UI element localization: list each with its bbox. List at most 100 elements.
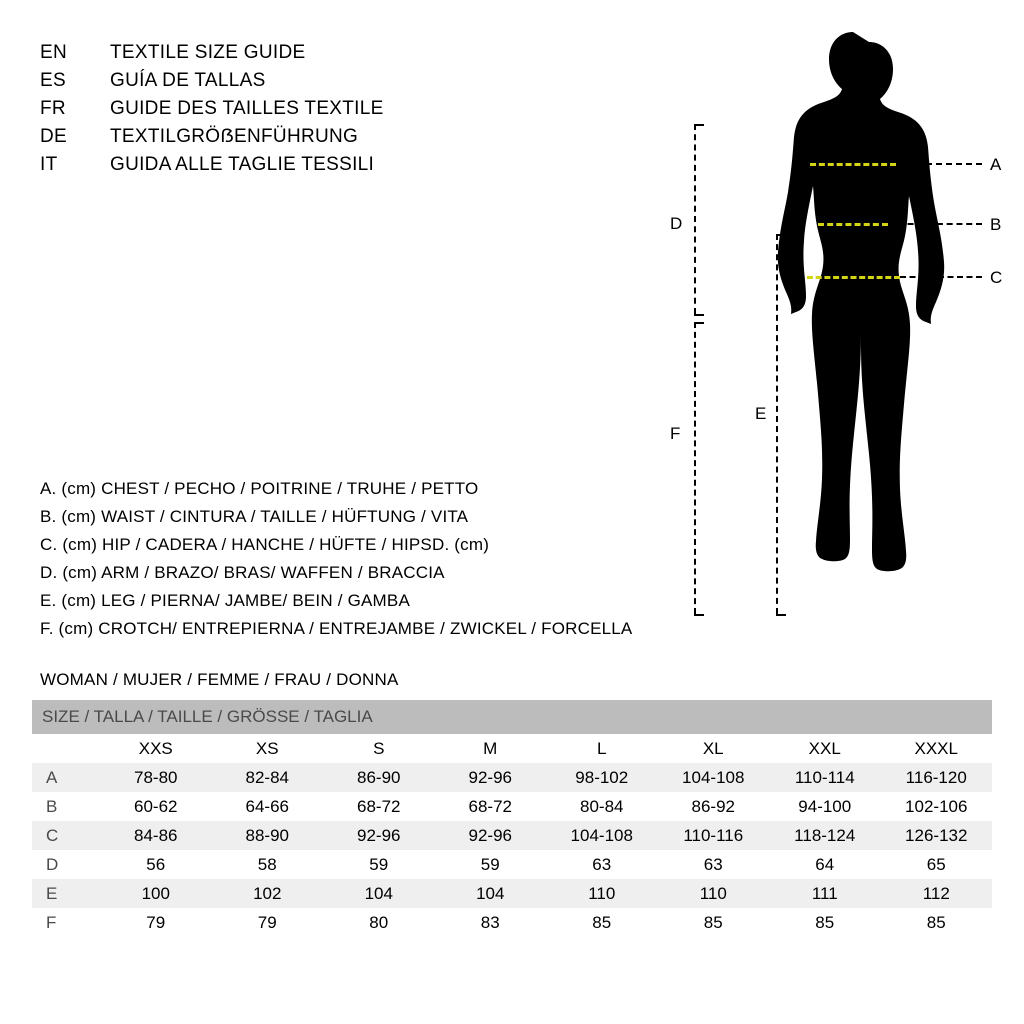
bracket-e-tick-bot: [776, 614, 786, 616]
annot-b: B: [990, 215, 1001, 235]
table-cell: 85: [546, 913, 658, 933]
title-row: EN TEXTILE SIZE GUIDE: [40, 42, 384, 64]
table-cell: 60-62: [100, 797, 212, 817]
table-cell: 79: [100, 913, 212, 933]
bracket-f-tick-top: [694, 322, 704, 324]
table-cell: 104-108: [546, 826, 658, 846]
table-cell: 82-84: [212, 768, 324, 788]
table-size-cell: XXXL: [881, 739, 993, 759]
table-cell: 78-80: [100, 768, 212, 788]
table-row-label: D: [32, 855, 100, 875]
table-row: C84-8688-9092-9692-96104-108110-116118-1…: [32, 821, 992, 850]
table-row: B60-6264-6668-7268-7280-8486-9294-100102…: [32, 792, 992, 821]
table-size-cell: XXS: [100, 739, 212, 759]
table-size-cell: L: [546, 739, 658, 759]
annot-f: F: [670, 424, 680, 444]
table-cell: 63: [658, 855, 770, 875]
body-figure: A B C D E F: [600, 24, 1000, 644]
table-cell: 83: [435, 913, 547, 933]
annot-e: E: [755, 404, 766, 424]
table-cell: 88-90: [212, 826, 324, 846]
table-row: E100102104104110110111112: [32, 879, 992, 908]
title-row: ES GUÍA DE TALLAS: [40, 70, 384, 92]
table-sizes-row: . XXS XS S M L XL XXL XXXL: [32, 734, 992, 763]
legend-block: A. (cm) CHEST / PECHO / POITRINE / TRUHE…: [40, 475, 632, 643]
table-size-cell: XS: [212, 739, 324, 759]
table-cell: 104: [323, 884, 435, 904]
table-row-label: F: [32, 913, 100, 933]
annot-a: A: [990, 155, 1001, 175]
title-text: TEXTILE SIZE GUIDE: [110, 42, 305, 64]
lead-line-c: [900, 276, 982, 278]
table-cell: 65: [881, 855, 993, 875]
title-text: GUIDA ALLE TAGLIE TESSILI: [110, 154, 374, 176]
table-cell: 111: [769, 884, 881, 904]
table-cell: 102: [212, 884, 324, 904]
table-row-label: A: [32, 768, 100, 788]
annot-c: C: [990, 268, 1002, 288]
legend-line: C. (cm) HIP / CADERA / HANCHE / HÜFTE / …: [40, 531, 632, 559]
table-cell: 59: [323, 855, 435, 875]
title-text: GUÍA DE TALLAS: [110, 70, 266, 92]
table-cell: 56: [100, 855, 212, 875]
table-cell: 58: [212, 855, 324, 875]
table-row: A78-8082-8486-9092-9698-102104-108110-11…: [32, 763, 992, 792]
table-cell: 100: [100, 884, 212, 904]
table-cell: 92-96: [435, 768, 547, 788]
table-cell: 59: [435, 855, 547, 875]
silhouette-icon: [600, 24, 1000, 644]
measure-line-c: [807, 276, 900, 279]
title-lang: IT: [40, 154, 110, 176]
title-text: TEXTILGRÖẞENFÜHRUNG: [110, 126, 358, 148]
table-row-label: E: [32, 884, 100, 904]
table-cell: 104: [435, 884, 547, 904]
table-size-cell: M: [435, 739, 547, 759]
table-cell: 85: [769, 913, 881, 933]
legend-line: F. (cm) CROTCH/ ENTREPIERNA / ENTREJAMBE…: [40, 615, 632, 643]
table-cell: 68-72: [323, 797, 435, 817]
table-cell: 80-84: [546, 797, 658, 817]
table-cell: 79: [212, 913, 324, 933]
table-cell: 94-100: [769, 797, 881, 817]
bracket-e: [776, 234, 778, 614]
bracket-d: [694, 124, 696, 314]
table-row: F7979808385858585: [32, 908, 992, 937]
table-cell: 126-132: [881, 826, 993, 846]
table-cell: 85: [658, 913, 770, 933]
legend-line: D. (cm) ARM / BRAZO/ BRAS/ WAFFEN / BRAC…: [40, 559, 632, 587]
table-cell: 110-116: [658, 826, 770, 846]
measure-line-b: [818, 223, 888, 226]
table-cell: 68-72: [435, 797, 547, 817]
legend-line: B. (cm) WAIST / CINTURA / TAILLE / HÜFTU…: [40, 503, 632, 531]
table-cell: 98-102: [546, 768, 658, 788]
title-lang: DE: [40, 126, 110, 148]
table-cell: 110-114: [769, 768, 881, 788]
title-row: IT GUIDA ALLE TAGLIE TESSILI: [40, 154, 384, 176]
title-block: EN TEXTILE SIZE GUIDE ES GUÍA DE TALLAS …: [40, 42, 384, 182]
table-cell: 110: [658, 884, 770, 904]
table-cell: 64-66: [212, 797, 324, 817]
table-cell: 80: [323, 913, 435, 933]
table-cell: 84-86: [100, 826, 212, 846]
table-cell: 86-90: [323, 768, 435, 788]
bracket-e-tick-top: [776, 234, 786, 236]
table-header: SIZE / TALLA / TAILLE / GRÖSSE / TAGLIA: [32, 700, 992, 734]
size-table: SIZE / TALLA / TAILLE / GRÖSSE / TAGLIA …: [32, 700, 992, 937]
table-cell: 64: [769, 855, 881, 875]
measure-line-a: [810, 163, 896, 166]
silhouette-path: [778, 32, 944, 571]
table-cell: 86-92: [658, 797, 770, 817]
table-size-cell: S: [323, 739, 435, 759]
bracket-d-tick-top: [694, 124, 704, 126]
woman-label: WOMAN / MUJER / FEMME / FRAU / DONNA: [40, 670, 399, 690]
table-row: D5658595963636465: [32, 850, 992, 879]
lead-line-a: [896, 163, 982, 165]
title-row: FR GUIDE DES TAILLES TEXTILE: [40, 98, 384, 120]
table-cell: 102-106: [881, 797, 993, 817]
title-text: GUIDE DES TAILLES TEXTILE: [110, 98, 384, 120]
table-cell: 110: [546, 884, 658, 904]
table-size-cell: XXL: [769, 739, 881, 759]
bracket-f-tick-bot: [694, 614, 704, 616]
table-cell: 116-120: [881, 768, 993, 788]
table-cell: 92-96: [435, 826, 547, 846]
